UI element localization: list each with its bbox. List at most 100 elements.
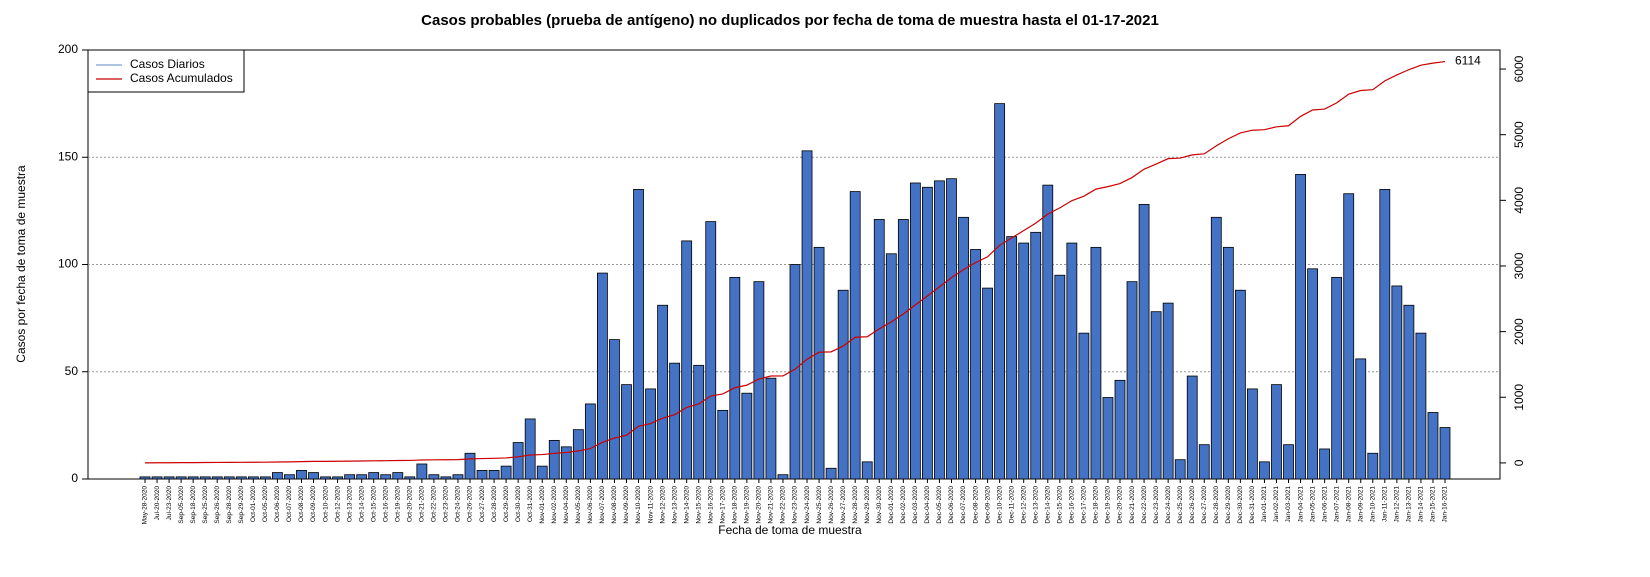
x-tick-label: Jan-08-2021 [1345,486,1352,523]
bar [416,463,428,480]
bar [1198,444,1210,480]
x-tick-label: Jan-14-2021 [1418,486,1425,523]
x-tick-label: Dec-24-2020 [1165,486,1172,524]
x-tick-label: Sep-25-2020 [202,486,209,524]
x-tick-label: Dec-13-2020 [1032,486,1039,524]
x-tick-label: Oct-09-2020 [310,486,317,523]
bar [452,474,464,480]
x-tick-label: Nov-22-2020 [780,486,787,524]
x-tick-label: Jan-02-2021 [1273,486,1280,523]
bar [1222,246,1234,480]
bar [970,249,981,480]
bar [1259,461,1270,480]
x-tick-label: Dec-23-2020 [1153,486,1160,524]
bar [1391,285,1403,480]
x-tick-label: Nov-30-2020 [876,486,883,524]
x-tick-label: Oct-14-2020 [358,486,365,523]
x-tick-label: Jan-15-2021 [1430,486,1437,523]
x-tick-label: Oct-06-2020 [274,486,281,523]
x-tick-label: Dec-01-2020 [888,486,895,524]
x-tick-label: Nov-29-2020 [864,486,871,524]
bar [380,474,392,480]
x-tick-label: Nov-07-2020 [599,486,606,524]
x-tick-label: Oct-12-2020 [334,486,341,523]
chart-title: Casos probables (prueba de antígeno) no … [421,12,1159,29]
x-tick-label: Dec-19-2020 [1105,486,1112,524]
bar [1379,189,1391,480]
x-tick-label: Nov-15-2020 [695,486,702,524]
x-tick-label: Jan-16-2021 [1442,486,1449,523]
x-tick-label: Dec-15-2020 [1057,486,1064,524]
x-tick-label: Oct-13-2020 [346,486,353,523]
x-tick-label: Sep-28-2020 [226,486,233,524]
y2-tick-label: 2000 [1512,318,1526,345]
x-tick-label: Jan-04-2021 [1297,486,1304,523]
x-tick-label: Oct-24-2020 [455,486,462,523]
bar [1174,459,1186,480]
bar [1247,388,1258,480]
bar [861,461,873,480]
bar [1307,268,1318,480]
x-tick-label: Oct-28-2020 [491,486,498,523]
x-tick-label: Nov-06-2020 [587,486,594,524]
bar [897,219,909,480]
x-tick-label: Oct-29-2020 [503,486,510,523]
bar [1102,397,1114,480]
x-tick-label: Nov-08-2020 [611,486,618,524]
bar [1186,375,1198,480]
bar [1439,427,1451,480]
bar [1415,332,1427,480]
x-tick-label: Oct-08-2020 [298,486,305,523]
x-tick-label: Jan-11-2021 [1382,486,1389,522]
bar [1090,246,1102,480]
x-tick-label: Nov-16-2020 [707,486,714,524]
x-tick-label: Jul-23-2020 [166,486,173,521]
x-tick-label: Dec-07-2020 [960,486,967,524]
x-tick-label: Sep-26-2020 [214,486,221,524]
bar [512,442,524,480]
x-tick-label: Dec-05-2020 [936,486,943,524]
x-tick-label: Oct-15-2020 [370,486,377,523]
x-tick-label: Sep-05-2020 [178,486,185,524]
x-tick-label: Jan-13-2021 [1406,486,1413,523]
x-tick-label: Nov-17-2020 [719,486,726,524]
legend-label: Casos Diarios [130,57,205,71]
x-tick-label: Nov-04-2020 [563,486,570,524]
bar [1162,302,1174,480]
bar [356,474,368,480]
bar [994,103,1006,480]
y2-tick-label: 6000 [1512,55,1526,82]
bar [645,388,656,480]
bar [440,476,452,480]
x-tick-label: Dec-18-2020 [1093,486,1100,524]
x-tick-label: Dec-22-2020 [1141,486,1148,524]
bar [741,392,753,480]
x-tick-label: Oct-20-2020 [407,486,414,523]
bar [873,219,885,480]
x-tick-label: Nov-24-2020 [804,486,811,524]
x-tick-label: Jan-10-2021 [1369,486,1376,523]
x-tick-label: Nov-10-2020 [635,486,642,524]
bar [368,472,380,480]
x-axis-label: Fecha de toma de muestra [718,523,862,537]
x-tick-label: Dec-09-2020 [984,486,991,524]
bar [548,439,560,480]
bar [813,246,825,480]
x-tick-label: Nov-23-2020 [792,486,799,524]
bar [1042,184,1054,480]
y2-tick-label: 5000 [1512,121,1526,148]
x-tick-label: Nov-09-2020 [623,486,630,524]
bar [597,272,608,480]
bar [1319,448,1331,480]
bar [801,150,813,480]
x-tick-label: Jan-09-2021 [1357,486,1364,523]
bar [1078,332,1090,480]
x-tick-label: Jan-05-2021 [1309,486,1316,523]
x-tick-label: Oct-23-2020 [443,486,450,523]
bar [946,178,957,480]
bar [259,476,271,480]
x-tick-label: Oct-22-2020 [431,486,438,523]
bar [669,362,681,480]
bar [765,377,777,480]
